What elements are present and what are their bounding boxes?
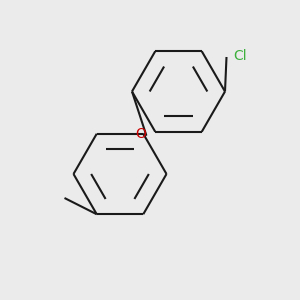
Text: O: O [136, 127, 146, 141]
Text: Cl: Cl [233, 50, 247, 63]
